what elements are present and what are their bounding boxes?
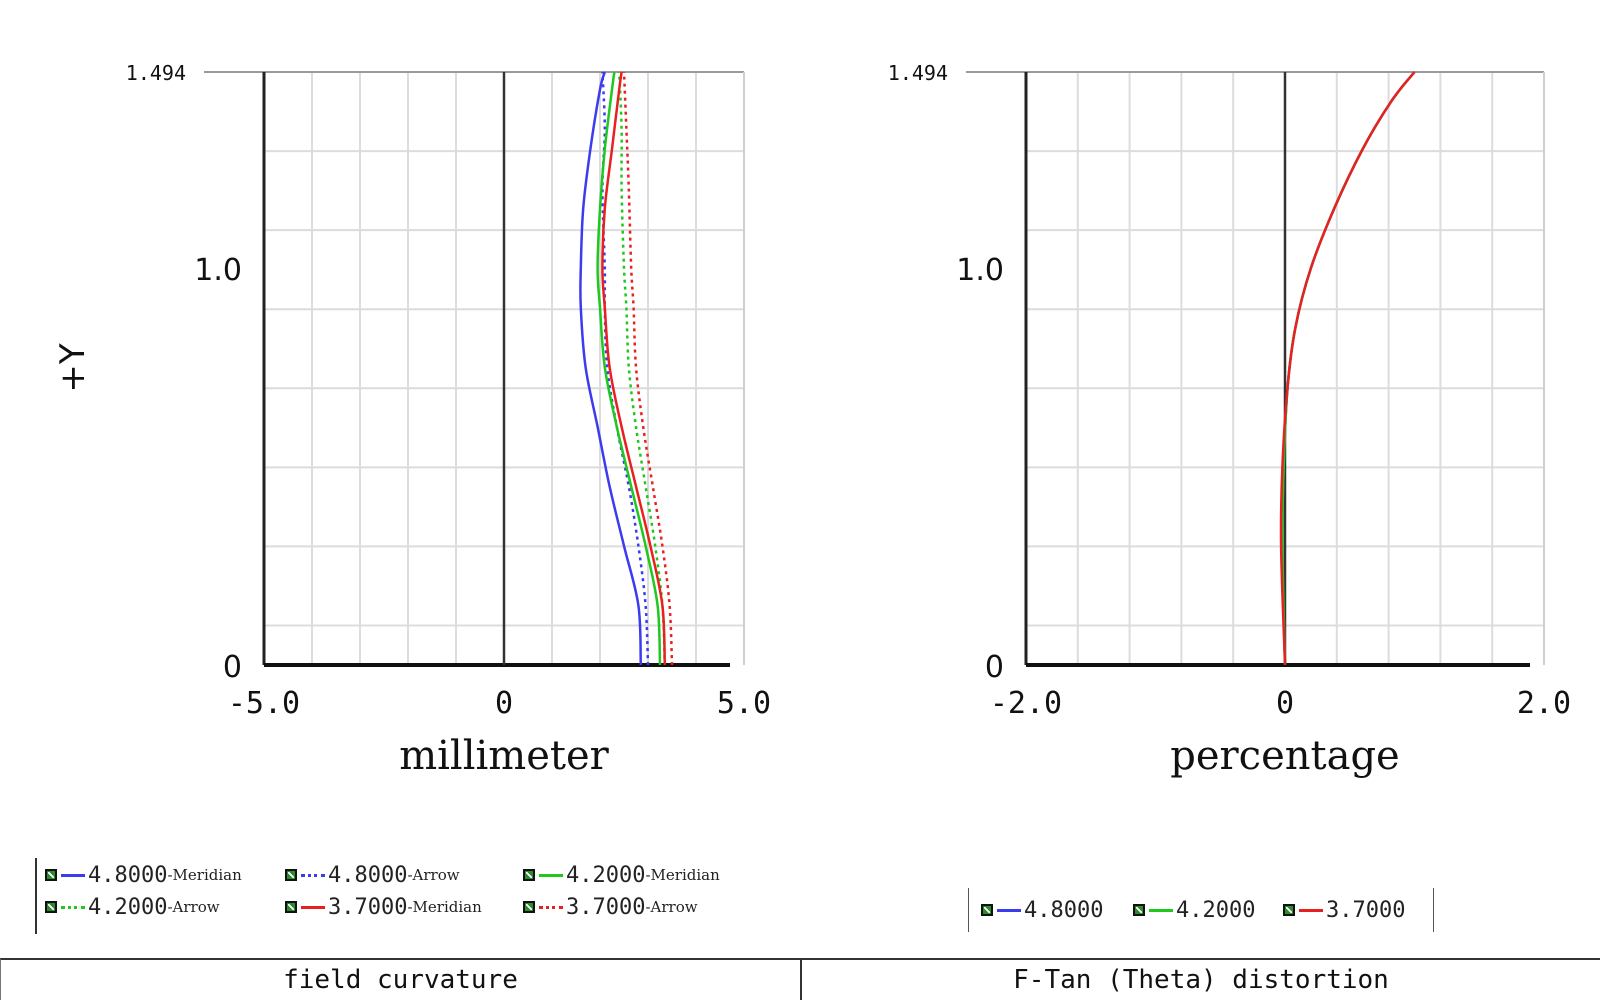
distortion-tab-label: F-Tan (Theta) distortion (1013, 965, 1389, 995)
legend-swatch (539, 873, 563, 877)
field-curvature-legend: 4.8000 -Meridian 4.8000 -Arrow 4.2000 -Meridi… (35, 858, 757, 934)
legend-item[interactable]: 3.7000 (1283, 897, 1405, 923)
legend-swatch (61, 905, 85, 909)
legend-item[interactable]: 4.2000 (1133, 897, 1255, 923)
legend-suffix: -Meridian (645, 866, 720, 884)
legend-checkbox[interactable] (285, 901, 297, 913)
fc-y-axis-label: +Y (53, 343, 93, 392)
legend-item[interactable]: 4.2000 -Meridian (523, 862, 720, 888)
legend-value: 3.7000 (328, 894, 408, 920)
legend-swatch (301, 873, 325, 877)
fc-x-tick-label: 5.0 (717, 686, 771, 721)
field-curvature-tab-label: field curvature (283, 965, 518, 995)
dist-x-axis-label: percentage (1170, 733, 1399, 779)
legend-value: 3.7000 (566, 894, 646, 920)
legend-item[interactable]: 4.8000 -Arrow (285, 862, 460, 888)
legend-swatch (539, 905, 563, 909)
dist-x-tick-label: 0 (1276, 686, 1294, 721)
dist-x-tick-label: 2.0 (1517, 686, 1571, 721)
legend-suffix: -Arrow (407, 866, 460, 884)
legend-suffix: -Arrow (645, 898, 698, 916)
legend-item[interactable]: 4.2000 -Arrow (45, 894, 220, 920)
legend-value: 4.8000 (88, 862, 168, 888)
legend-item[interactable]: 4.8000 -Meridian (45, 862, 242, 888)
legend-checkbox[interactable] (523, 901, 535, 913)
dist-y-tick-label: 1.494 (888, 61, 948, 85)
legend-checkbox[interactable] (1133, 904, 1145, 916)
tab-field-curvature[interactable]: field curvature (0, 958, 800, 1000)
legend-swatch (1149, 908, 1173, 912)
legend-swatch (1299, 908, 1323, 912)
legend-checkbox[interactable] (45, 869, 57, 881)
legend-value: 4.2000 (566, 862, 646, 888)
fc-y-tick-label: 0 (223, 650, 242, 685)
dist-series-1 (1281, 71, 1416, 666)
fc-series-2 (596, 71, 662, 666)
legend-item[interactable]: 3.7000 -Meridian (285, 894, 482, 920)
fc-series-4 (601, 71, 667, 666)
tab-ftan-theta-distortion[interactable]: F-Tan (Theta) distortion (800, 958, 1600, 1000)
fc-y-tick-label: 1.0 (194, 253, 242, 288)
legend-swatch (61, 873, 85, 877)
legend-suffix: -Meridian (407, 898, 482, 916)
fc-x-tick-label: 0 (495, 686, 513, 721)
legend-checkbox[interactable] (45, 901, 57, 913)
legend-suffix: -Arrow (167, 898, 220, 916)
distortion-legend: 4.8000 4.2000 3.7000 (968, 888, 1434, 932)
legend-value: 4.8000 (328, 862, 408, 888)
legend-swatch (301, 905, 325, 909)
legend-value: 4.2000 (88, 894, 168, 920)
dist-y-tick-label: 0 (985, 650, 1004, 685)
dist-x-tick-label: -2.0 (990, 686, 1062, 721)
legend-value: 4.8000 (1024, 897, 1104, 923)
fc-series-0 (579, 71, 643, 666)
legend-value: 4.2000 (1176, 897, 1256, 923)
fc-x-tick-label: -5.0 (228, 686, 300, 721)
fc-y-tick-label: 1.494 (126, 61, 186, 85)
dist-series-2 (1279, 71, 1416, 666)
legend-item[interactable]: 3.7000 -Arrow (523, 894, 698, 920)
legend-item[interactable]: 4.8000 (981, 897, 1103, 923)
dist-series-0 (1281, 71, 1416, 666)
legend-checkbox[interactable] (981, 904, 993, 916)
fc-x-axis-label: millimeter (399, 733, 609, 779)
legend-suffix: -Meridian (167, 866, 242, 884)
legend-checkbox[interactable] (523, 869, 535, 881)
legend-swatch (997, 908, 1021, 912)
legend-checkbox[interactable] (1283, 904, 1295, 916)
legend-checkbox[interactable] (285, 869, 297, 881)
dist-y-tick-label: 1.0 (956, 253, 1004, 288)
legend-value: 3.7000 (1326, 897, 1406, 923)
